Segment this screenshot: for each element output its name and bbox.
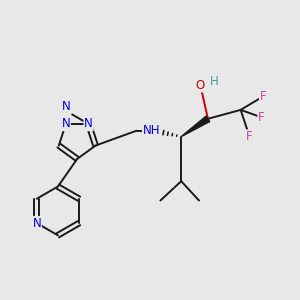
Text: N: N <box>62 100 71 113</box>
Text: N: N <box>84 118 93 130</box>
Text: F: F <box>258 111 265 124</box>
Text: H: H <box>209 75 218 88</box>
Text: F: F <box>246 130 253 143</box>
Text: F: F <box>260 90 266 103</box>
Text: NH: NH <box>143 124 160 137</box>
Text: O: O <box>195 79 204 92</box>
Polygon shape <box>181 116 210 136</box>
Text: N: N <box>32 217 41 230</box>
Text: N: N <box>61 118 70 130</box>
